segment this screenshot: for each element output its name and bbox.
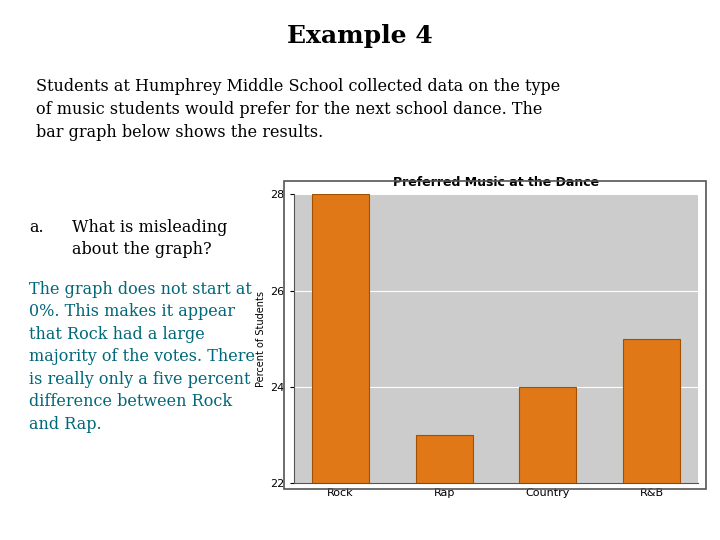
Text: Students at Humphrey Middle School collected data on the type
of music students : Students at Humphrey Middle School colle… bbox=[36, 78, 560, 141]
Bar bbox=[519, 387, 577, 540]
Bar bbox=[415, 435, 473, 540]
Bar bbox=[623, 339, 680, 540]
Text: The graph does not start at
0%. This makes it appear
that Rock had a large
major: The graph does not start at 0%. This mak… bbox=[29, 281, 255, 433]
Text: Example 4: Example 4 bbox=[287, 24, 433, 48]
Text: a.: a. bbox=[29, 219, 43, 235]
Bar bbox=[312, 194, 369, 540]
Y-axis label: Percent of Students: Percent of Students bbox=[256, 291, 266, 387]
Title: Preferred Music at the Dance: Preferred Music at the Dance bbox=[393, 176, 599, 189]
Text: What is misleading
about the graph?: What is misleading about the graph? bbox=[72, 219, 228, 258]
